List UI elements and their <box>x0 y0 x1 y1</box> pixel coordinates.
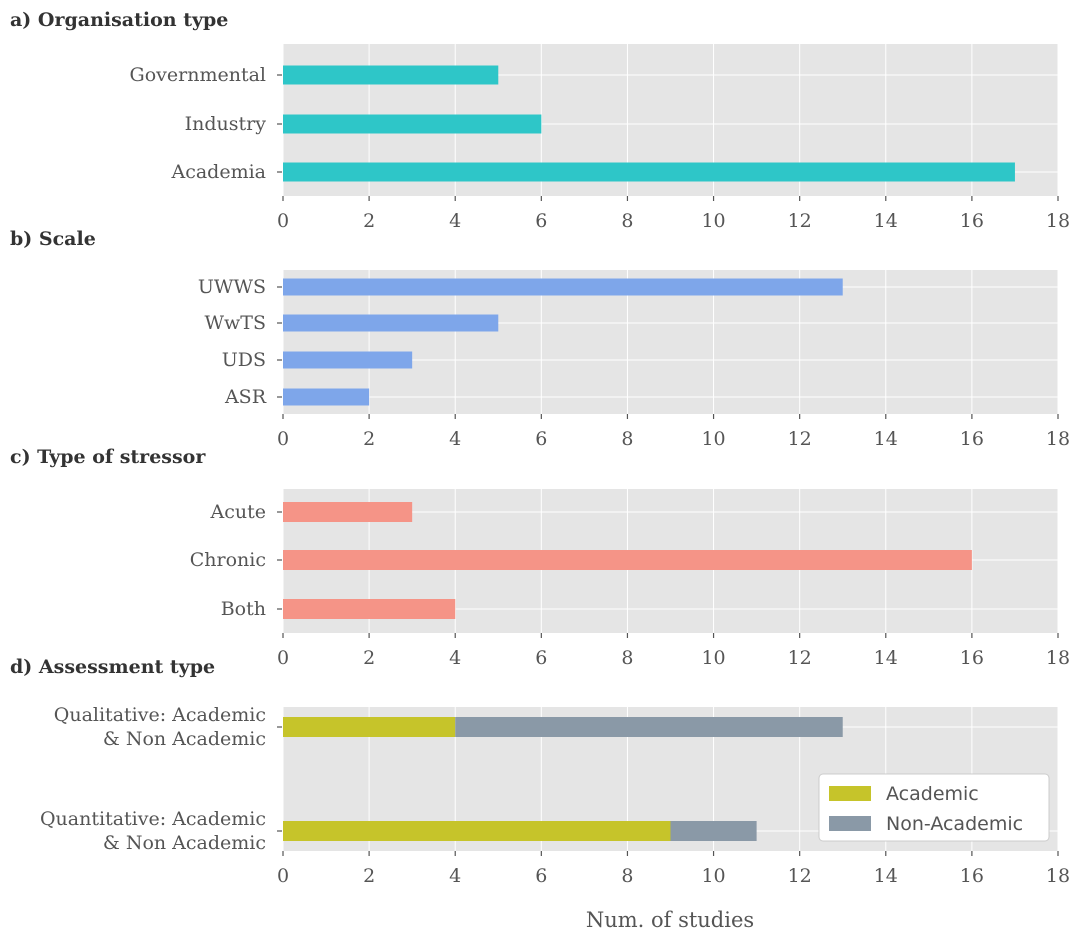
x-tick-label: 2 <box>363 428 375 450</box>
bar-academic <box>283 717 456 737</box>
category-label: & Non Academic <box>103 832 266 854</box>
x-tick-label: 18 <box>1046 865 1070 887</box>
x-tick-label: 14 <box>874 647 898 669</box>
x-tick-label: 12 <box>788 210 812 232</box>
x-tick-label: 2 <box>363 647 375 669</box>
legend-swatch <box>829 786 871 801</box>
x-tick-label: 14 <box>874 865 898 887</box>
bar <box>283 114 542 134</box>
x-tick-label: 8 <box>621 647 633 669</box>
x-tick-label: 6 <box>535 428 547 450</box>
x-tick-label: 14 <box>874 428 898 450</box>
category-label: & Non Academic <box>103 728 266 750</box>
bar <box>283 599 456 619</box>
legend-box <box>818 773 1050 842</box>
x-tick-label: 2 <box>363 210 375 232</box>
x-tick-label: 12 <box>788 865 812 887</box>
category-label: Governmental <box>130 64 266 86</box>
panel-title: c) Type of stressor <box>10 446 206 468</box>
panel-title: d) Assessment type <box>10 656 215 678</box>
category-label: ASR <box>224 386 267 408</box>
x-tick-label: 6 <box>535 865 547 887</box>
category-label: Academia <box>170 161 266 183</box>
x-tick-label: 10 <box>701 210 725 232</box>
bar <box>283 502 413 522</box>
bar <box>283 550 972 570</box>
x-tick-label: 12 <box>788 647 812 669</box>
x-tick-label: 6 <box>535 647 547 669</box>
x-tick-label: 16 <box>960 210 984 232</box>
legend-label: Non-Academic <box>886 813 1023 835</box>
x-tick-label: 18 <box>1046 647 1070 669</box>
x-axis-label: Num. of studies <box>586 908 754 932</box>
legend-label: Academic <box>886 783 979 805</box>
category-label: Qualitative: Academic <box>54 704 266 726</box>
x-tick-label: 0 <box>277 647 289 669</box>
bar-non-academic <box>455 717 843 737</box>
bar <box>283 351 413 369</box>
category-label: Both <box>221 598 266 620</box>
category-label: Chronic <box>190 549 266 571</box>
panel-title: a) Organisation type <box>10 9 228 31</box>
x-tick-label: 6 <box>535 210 547 232</box>
x-tick-label: 16 <box>960 647 984 669</box>
category-label: Acute <box>210 501 266 523</box>
category-label: UWWS <box>198 276 266 298</box>
category-label: Quantitative: Academic <box>40 808 266 830</box>
x-tick-label: 8 <box>621 210 633 232</box>
x-tick-label: 18 <box>1046 210 1070 232</box>
bar <box>283 278 843 296</box>
bar <box>283 65 499 85</box>
x-tick-label: 4 <box>449 647 461 669</box>
bar-academic <box>283 821 671 841</box>
x-tick-label: 16 <box>960 865 984 887</box>
x-tick-label: 8 <box>621 428 633 450</box>
x-tick-label: 0 <box>277 210 289 232</box>
x-tick-label: 10 <box>701 647 725 669</box>
x-tick-label: 18 <box>1046 428 1070 450</box>
bar-non-academic <box>670 821 757 841</box>
x-tick-label: 16 <box>960 428 984 450</box>
panel-title: b) Scale <box>10 228 96 250</box>
x-tick-label: 12 <box>788 428 812 450</box>
x-tick-label: 8 <box>621 865 633 887</box>
x-tick-label: 4 <box>449 210 461 232</box>
bar <box>283 162 1015 182</box>
x-tick-label: 0 <box>277 428 289 450</box>
category-label: WwTS <box>205 312 266 334</box>
x-tick-label: 4 <box>449 428 461 450</box>
x-tick-label: 4 <box>449 865 461 887</box>
category-label: UDS <box>222 349 266 371</box>
x-tick-label: 2 <box>363 865 375 887</box>
legend-swatch <box>829 816 871 831</box>
bar <box>283 388 370 406</box>
x-tick-label: 10 <box>701 428 725 450</box>
bar <box>283 314 499 332</box>
category-label: Industry <box>185 113 267 135</box>
x-tick-label: 0 <box>277 865 289 887</box>
x-tick-label: 14 <box>874 210 898 232</box>
x-tick-label: 10 <box>701 865 725 887</box>
